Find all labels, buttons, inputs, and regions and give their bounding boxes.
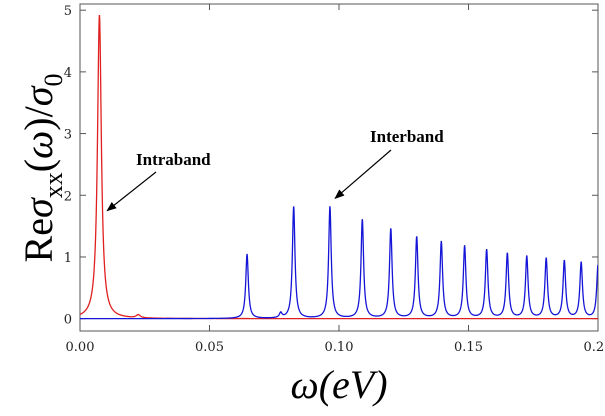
y-tick-label: 4 [64, 66, 72, 81]
svg-text:Reσxx(ω)/σ0: Reσxx(ω)/σ0 [16, 74, 68, 263]
y-tick-label: 5 [64, 4, 72, 19]
series-line-1 [80, 206, 598, 320]
y-tick-label: 3 [64, 128, 72, 143]
y-tick-label: 0 [64, 313, 72, 328]
annotation-arrow [106, 171, 157, 212]
annotation-arrow [334, 149, 392, 200]
x-axis-title: ω(eV) [290, 362, 387, 407]
ticks-layer: 0.00 0.05 0.10 0.15 0.20 0 1 2 3 4 5 [64, 4, 605, 355]
y-axis-title: Reσxx(ω)/σ0 [16, 74, 68, 263]
x-tick-label: 0.05 [195, 340, 224, 355]
x-tick-label: 0.20 [584, 340, 605, 355]
y-tick-label: 2 [64, 189, 72, 204]
x-tick-label: 0.00 [66, 340, 95, 355]
series-layer [80, 15, 598, 320]
y-tick-label: 1 [64, 251, 72, 266]
annotation-layer: Intraband Interband [106, 127, 444, 212]
annotation-label: Interband [370, 127, 444, 146]
x-tick-label: 0.10 [325, 340, 354, 355]
x-tick-label: 0.15 [454, 340, 483, 355]
annotation-label: Intraband [136, 150, 211, 169]
